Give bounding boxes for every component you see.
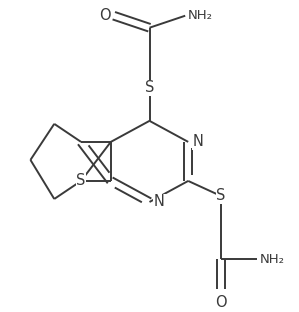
Text: S: S [145,80,154,95]
Text: NH₂: NH₂ [260,252,285,266]
Text: O: O [99,8,111,23]
Text: N: N [154,194,165,209]
Text: N: N [193,134,204,149]
Text: S: S [216,188,226,203]
Text: O: O [215,295,227,310]
Text: S: S [76,173,86,188]
Text: NH₂: NH₂ [188,9,213,22]
